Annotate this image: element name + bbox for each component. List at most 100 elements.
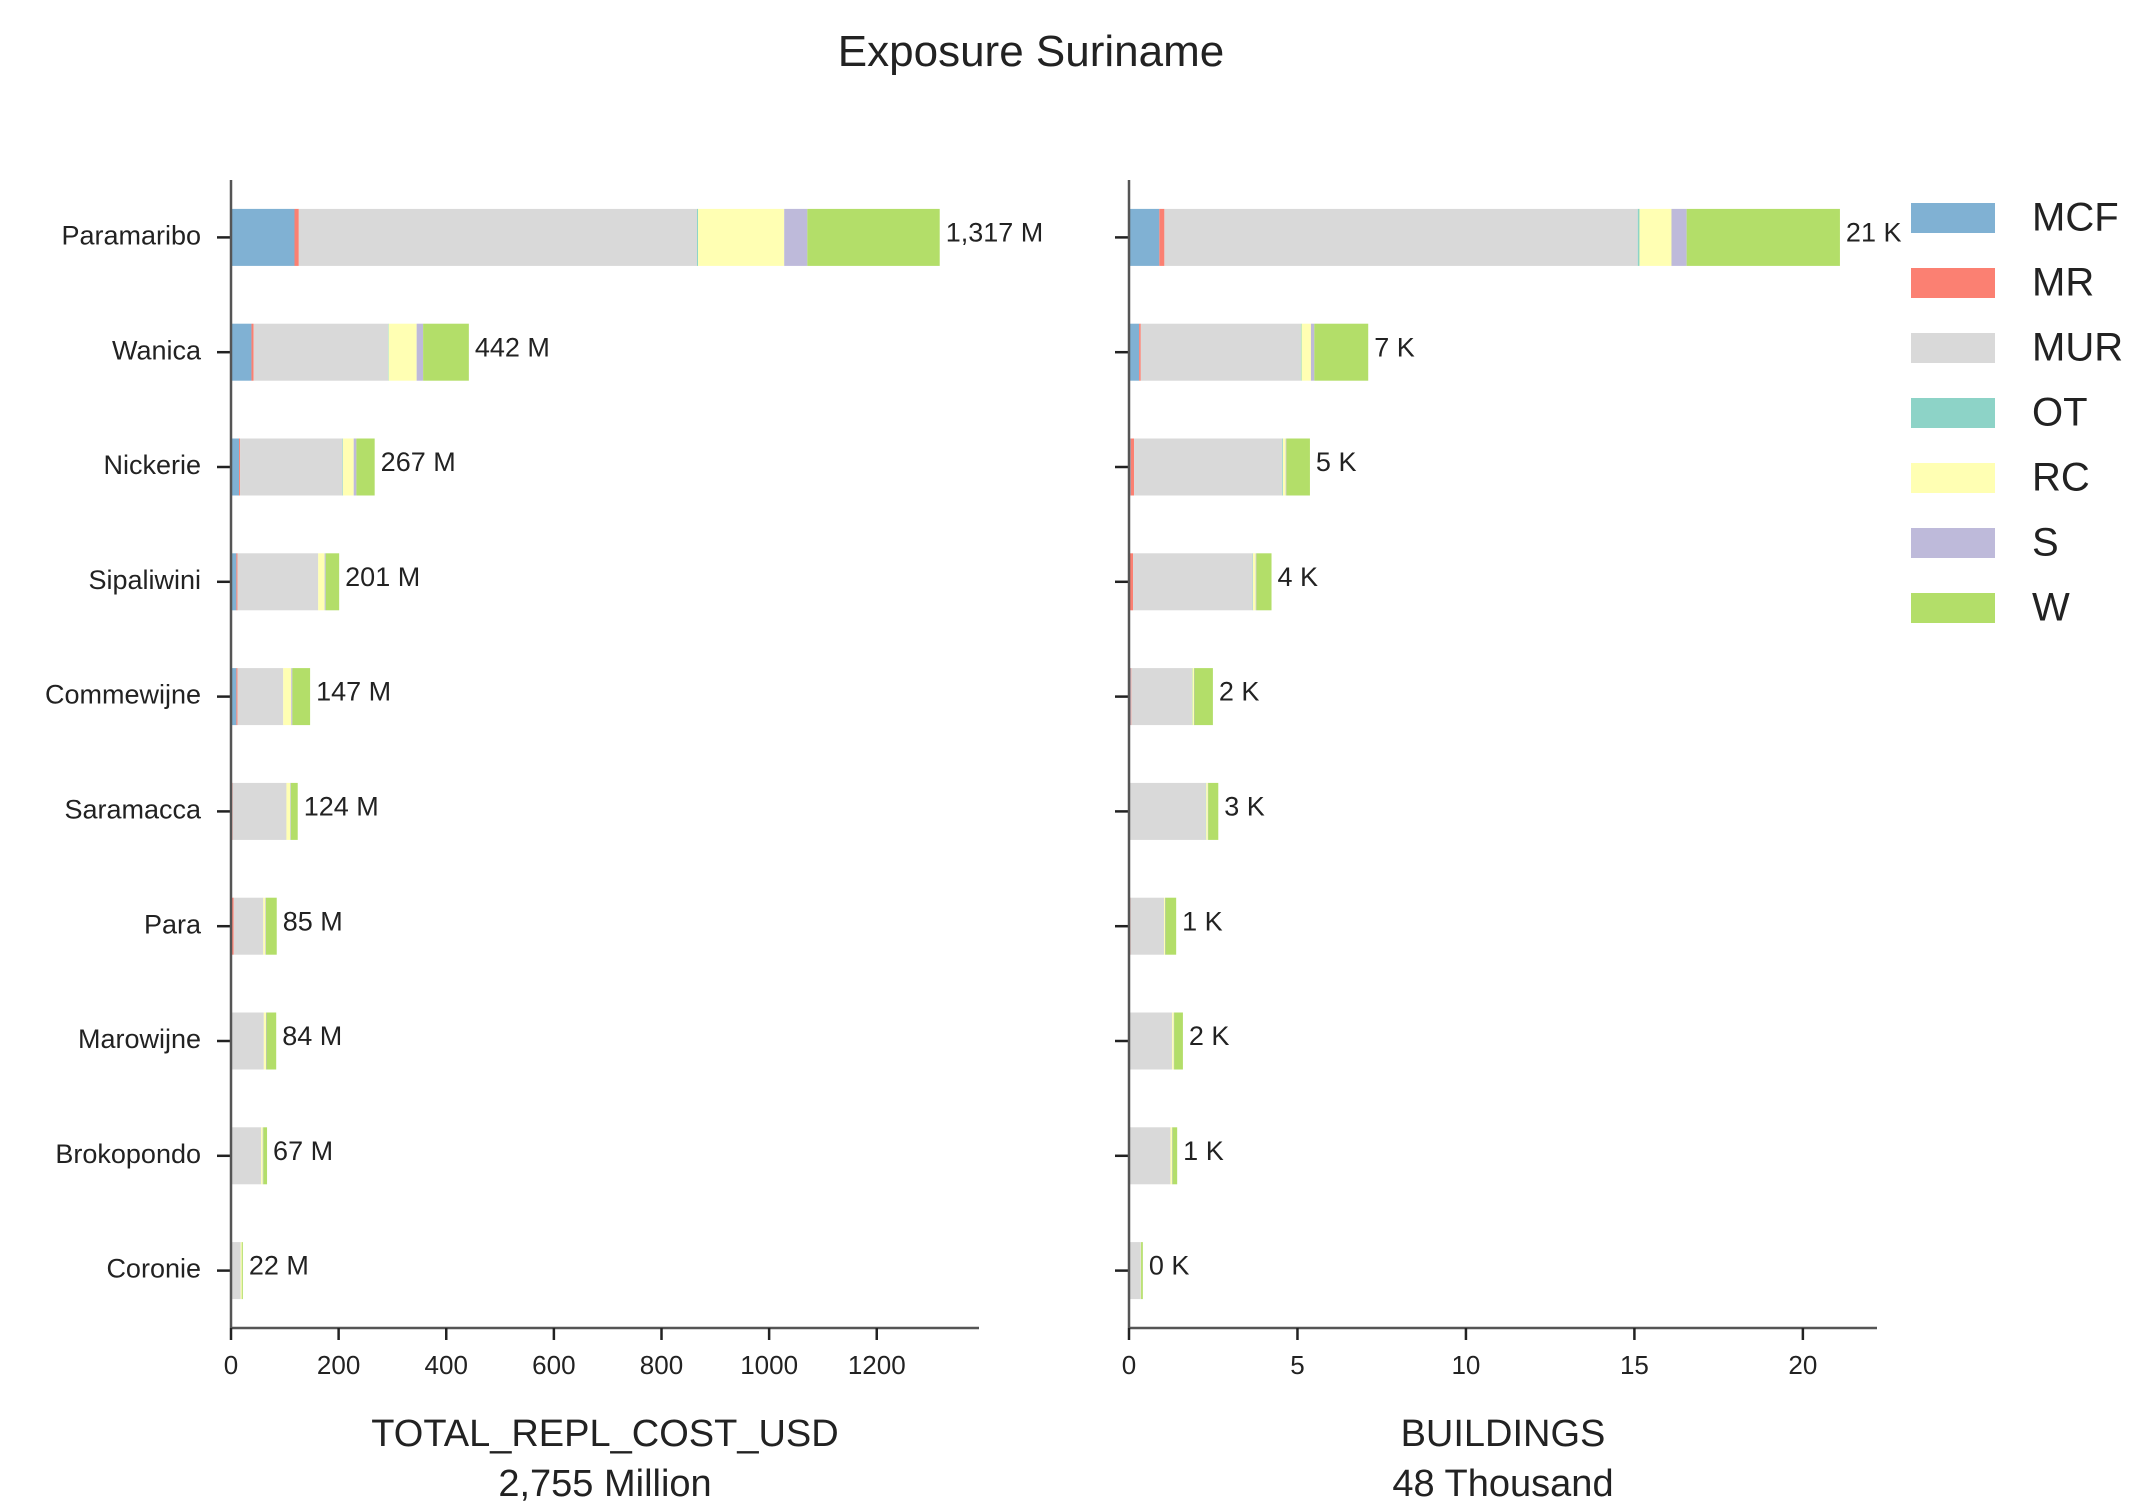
bar-value-label: 84 M xyxy=(282,1021,342,1051)
bar-segment-mur-marowijne xyxy=(231,1012,264,1070)
region-label-marowijne: Marowijne xyxy=(78,1024,201,1054)
bar-segment-rc-commewijne xyxy=(1192,668,1195,726)
bar-value-label: 442 M xyxy=(475,332,550,362)
x-tick-label: 800 xyxy=(640,1350,683,1380)
bar-segment-mr-nickerie xyxy=(1130,438,1135,496)
region-label-paramaribo: Paramaribo xyxy=(61,221,201,251)
bar-segment-s-paramaribo xyxy=(1671,208,1687,266)
bar-value-label: 0 K xyxy=(1149,1251,1190,1281)
bar-segment-mur-marowijne xyxy=(1130,1012,1173,1070)
bar-segment-s-brokopondo xyxy=(262,1127,264,1185)
bar-segment-mur-saramacca xyxy=(232,782,287,840)
region-label-nickerie: Nickerie xyxy=(103,450,201,480)
legend: MCF MR MUR OT RC SW xyxy=(1911,196,2123,630)
bar-segment-s-nickerie xyxy=(353,438,357,496)
bar-segment-w-saramacca xyxy=(1208,782,1219,840)
bar-value-label: 2 K xyxy=(1189,1021,1230,1051)
bar-segment-ot-paramaribo xyxy=(1637,208,1640,266)
bar-segment-w-commewijne xyxy=(1194,668,1213,726)
bar-segment-rc-para xyxy=(1164,897,1166,955)
bar-segment-w-sipaliwini xyxy=(325,553,340,611)
bar-segment-mur-sipaliwini xyxy=(237,553,319,611)
bar-segment-s-saramacca xyxy=(290,782,291,840)
bar-value-label: 1 K xyxy=(1182,906,1223,936)
bar-segment-w-paramaribo xyxy=(1686,208,1840,266)
bar-value-label: 67 M xyxy=(273,1136,333,1166)
bar-segment-mcf-nickerie xyxy=(231,438,240,496)
bar-segment-mr-paramaribo xyxy=(294,208,299,266)
bar-segment-w-wanica xyxy=(1314,323,1369,381)
bar-value-label: 85 M xyxy=(283,906,343,936)
bar-segment-mr-para xyxy=(232,897,234,955)
bar-segment-mur-wanica xyxy=(253,323,389,381)
legend-label-rc: RC xyxy=(2032,456,2090,500)
legend-label-ot: OT xyxy=(2032,391,2088,435)
bar-segment-mur-nickerie xyxy=(1134,438,1283,496)
bar-segment-mur-commewijne xyxy=(1131,668,1193,726)
bar-value-label: 124 M xyxy=(304,792,379,822)
x-tick-label: 0 xyxy=(224,1350,238,1380)
bar-segment-rc-sipaliwini xyxy=(318,553,325,611)
bar-segment-s-wanica xyxy=(416,323,424,381)
chart-title: Exposure Suriname xyxy=(838,27,1224,76)
bar-segment-s-paramaribo xyxy=(784,208,808,266)
bar-value-label: 201 M xyxy=(345,562,420,592)
bar-segment-mur-commewijne xyxy=(237,668,284,726)
bar-segment-mur-paramaribo xyxy=(1164,208,1638,266)
legend-label-w: W xyxy=(2032,586,2070,630)
bar-value-label: 1 K xyxy=(1183,1136,1224,1166)
legend-swatch-mcf xyxy=(1911,203,1995,233)
bar-segment-w-commewijne xyxy=(292,668,311,726)
bar-segment-rc-brokopondo xyxy=(1170,1127,1173,1185)
bar-segment-s-marowijne xyxy=(265,1012,267,1070)
x-tick-label: 20 xyxy=(1788,1350,1817,1380)
region-label-sipaliwini: Sipaliwini xyxy=(88,565,201,595)
region-label-saramacca: Saramacca xyxy=(64,795,202,825)
bar-segment-rc-nickerie xyxy=(1282,438,1286,496)
bar-segment-s-marowijne xyxy=(1173,1012,1175,1070)
bar-segment-mcf-wanica xyxy=(231,323,252,381)
bar-segment-s-para xyxy=(1165,897,1166,955)
legend-swatch-mur xyxy=(1911,333,1995,363)
bar-segment-mcf-paramaribo xyxy=(1129,208,1160,266)
panel-2: 21 K 7 K 5 K 4 K 2 K 3 K 1 K 2 K 1 K 0 K 0 5 10 15 20 B… xyxy=(1115,180,1901,1505)
bar-segment-mr-paramaribo xyxy=(1159,208,1165,266)
bar-segment-rc-wanica xyxy=(388,323,417,381)
bar-segment-ot-nickerie xyxy=(1282,438,1283,496)
bar-segment-w-sipaliwini xyxy=(1256,553,1272,611)
bar-segment-s-saramacca xyxy=(1207,782,1209,840)
bar-segment-rc-coronie xyxy=(1140,1242,1142,1300)
x-tick-label: 0 xyxy=(1122,1350,1136,1380)
bar-segment-rc-paramaribo xyxy=(698,208,785,266)
x-tick-label: 15 xyxy=(1620,1350,1649,1380)
bar-segment-rc-wanica xyxy=(1301,323,1311,381)
bar-segment-s-para xyxy=(265,897,266,955)
bar-segment-ot-nickerie xyxy=(342,438,343,496)
region-label-commewijne: Commewijne xyxy=(45,680,201,710)
bar-segment-w-brokopondo xyxy=(1172,1127,1178,1185)
legend-label-s: S xyxy=(2032,521,2059,565)
bar-segment-w-nickerie xyxy=(356,438,375,496)
legend-label-mur: MUR xyxy=(2032,326,2123,370)
bar-segment-s-brokopondo xyxy=(1172,1127,1173,1185)
bar-segment-w-wanica xyxy=(423,323,469,381)
bar-segment-w-marowijne xyxy=(1174,1012,1183,1070)
panel-1: 1,317 M Paramaribo 442 M Wanica 267 M Nickeri… xyxy=(45,180,1043,1505)
bar-segment-mr-saramacca xyxy=(232,782,233,840)
bar-segment-mcf-wanica xyxy=(1129,323,1140,381)
bar-segment-mr-commewijne xyxy=(1130,668,1132,726)
legend-swatch-rc xyxy=(1911,463,1995,493)
bar-segment-mur-brokopondo xyxy=(231,1127,262,1185)
legend-label-mr: MR xyxy=(2032,261,2094,305)
bar-segment-mcf-sipaliwini xyxy=(231,553,237,611)
bar-value-label: 4 K xyxy=(1278,562,1319,592)
x-axis-subtitle: 2,755 Million xyxy=(498,1463,711,1505)
bar-segment-w-para xyxy=(1165,897,1177,955)
bar-segment-rc-saramacca xyxy=(1206,782,1208,840)
bar-segment-mur-saramacca xyxy=(1130,782,1206,840)
bar-segment-w-saramacca xyxy=(290,782,298,840)
x-tick-label: 1000 xyxy=(740,1350,798,1380)
region-label-para: Para xyxy=(144,909,202,939)
bar-segment-w-marowijne xyxy=(266,1012,277,1070)
